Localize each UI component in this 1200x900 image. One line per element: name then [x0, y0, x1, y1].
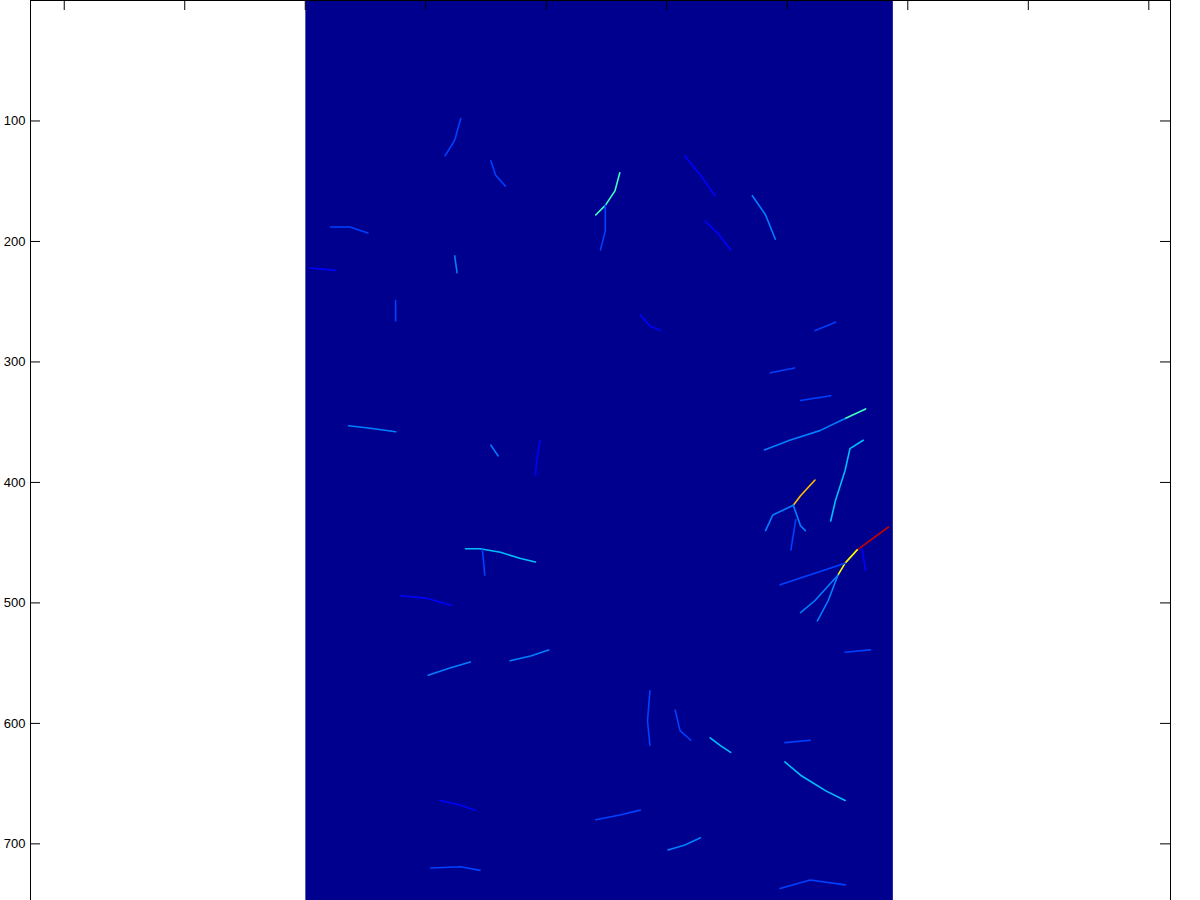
svg-text:200: 200: [4, 234, 26, 249]
svg-text:300: 300: [4, 354, 26, 369]
svg-text:700: 700: [4, 836, 26, 851]
svg-text:500: 500: [4, 595, 26, 610]
svg-text:100: 100: [4, 113, 26, 128]
svg-text:400: 400: [4, 475, 26, 490]
svg-text:600: 600: [4, 716, 26, 731]
